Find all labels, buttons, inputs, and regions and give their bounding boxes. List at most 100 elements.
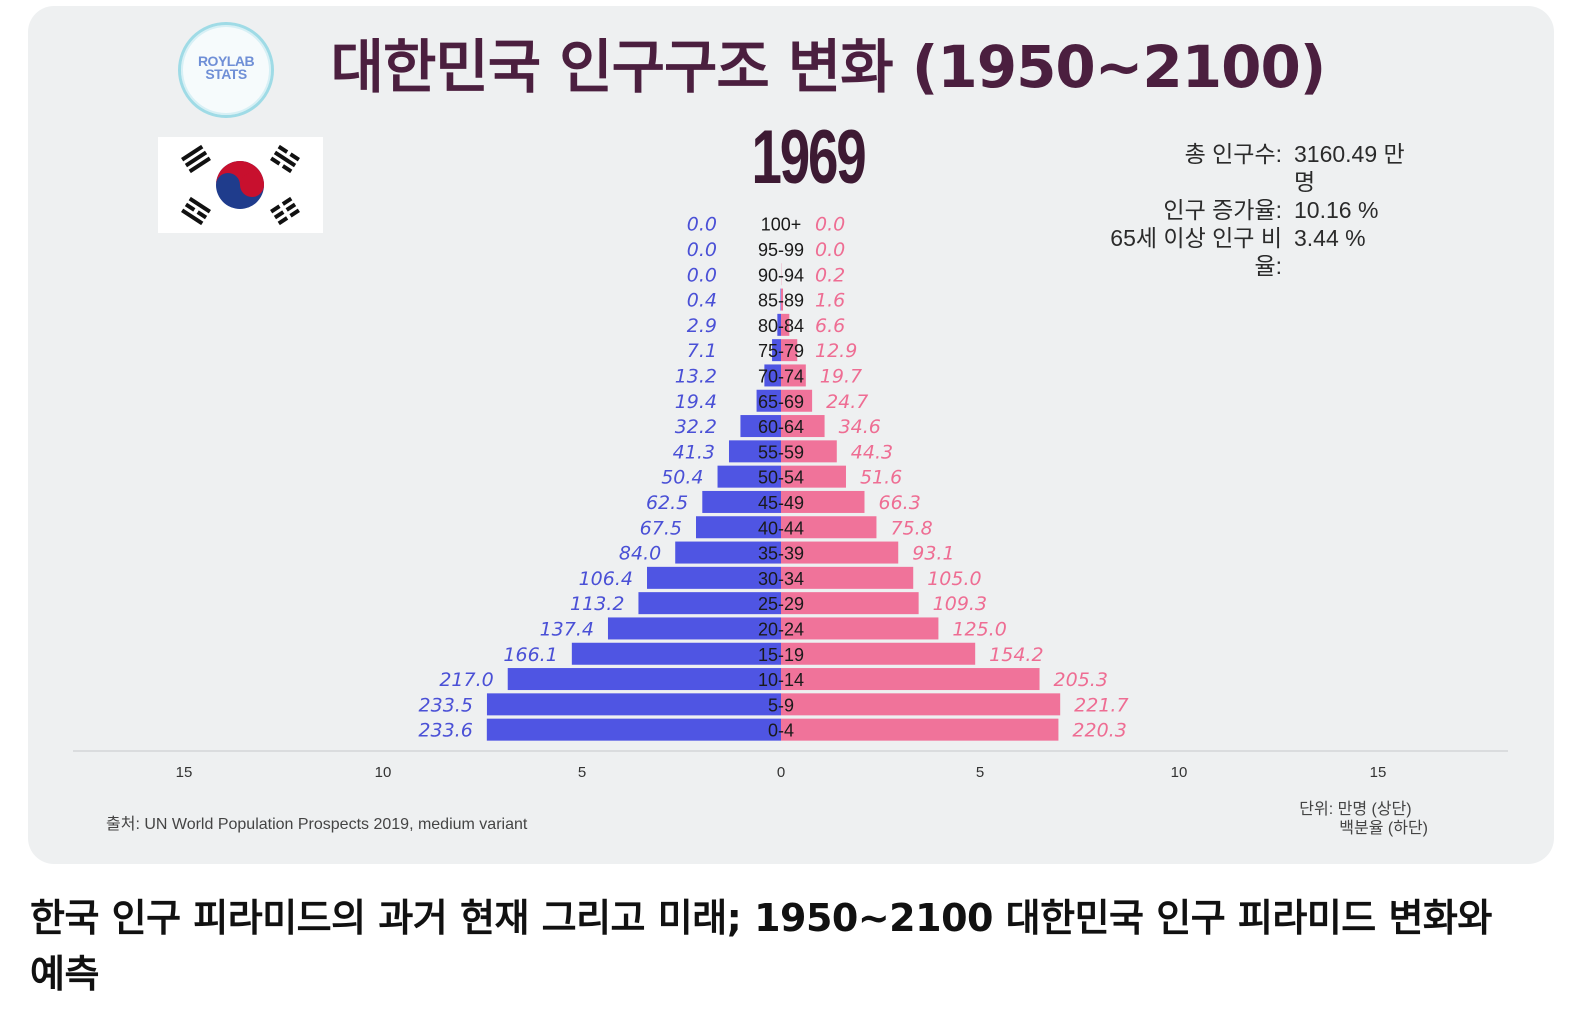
chart-title: 대한민국 인구구조 변화 (1950~2100): [330, 33, 1327, 101]
female-value-label: 154.2: [989, 644, 1043, 666]
age-group-label: 15-19: [758, 645, 804, 665]
x-tick-label: 15: [1370, 764, 1387, 781]
male-bar-15-19: [571, 642, 781, 665]
age-group-label: 20-24: [758, 619, 804, 639]
female-bar-65-69: [781, 389, 813, 412]
age-group-label: 50-54: [758, 468, 804, 488]
unit-line-2: 백분율 (하단): [1339, 820, 1428, 837]
x-tick-label: 15: [176, 764, 193, 781]
female-value-label: 34.6: [839, 416, 881, 438]
female-bar-60-64: [781, 415, 825, 438]
female-value-label: 0.0: [815, 239, 845, 261]
age-group-label: 100+: [761, 215, 802, 235]
female-value-label: 0.2: [815, 264, 845, 286]
male-value-label: 0.4: [687, 290, 717, 312]
male-bar-80-84: [777, 313, 781, 336]
male-value-label: 84.0: [619, 543, 661, 565]
male-value-label: 32.2: [675, 416, 717, 438]
female-value-label: 66.3: [878, 492, 920, 514]
female-value-label: 6.6: [815, 315, 845, 337]
female-bar-55-59: [781, 440, 837, 463]
unit-line-1: 단위: 만명 (상단): [1299, 801, 1412, 818]
logo-text: ROYLAB STATS: [197, 53, 255, 82]
male-value-label: 113.2: [570, 593, 624, 615]
female-value-label: 221.7: [1074, 694, 1128, 716]
male-bar-0-4: [486, 718, 781, 741]
roylab-stats-logo: ROYLAB STATS: [178, 22, 274, 118]
male-bar-70-74: [764, 364, 781, 387]
male-value-label: 0.0: [687, 264, 717, 286]
female-value-label: 105.0: [927, 568, 981, 590]
female-value-label: 51.6: [860, 467, 902, 489]
x-tick-label: 5: [976, 764, 984, 781]
male-bar-55-59: [728, 440, 781, 463]
age-group-label: 85-89: [758, 291, 804, 311]
female-value-label: 75.8: [890, 517, 932, 539]
male-value-label: 106.4: [579, 568, 633, 590]
age-group-label: 10-14: [758, 670, 804, 690]
female-value-label: 19.7: [820, 365, 862, 387]
stat-value: 3160.49 만명: [1294, 141, 1405, 195]
male-bar-25-29: [638, 592, 781, 615]
male-bar-45-49: [702, 490, 781, 513]
age-group-label: 95-99: [758, 240, 804, 260]
chart-card: ROYLAB STATS 대한민국 인구구조 변화 (1950~2100): [28, 6, 1554, 864]
female-bar-70-74: [781, 364, 806, 387]
x-tick-label: 10: [375, 764, 392, 781]
stat-growth-rate: 인구 증가율: 10.16 %: [1092, 196, 1424, 224]
male-value-label: 217.0: [439, 669, 493, 691]
male-value-label: 0.0: [687, 214, 717, 236]
female-bar-15-19: [781, 642, 976, 665]
male-bar-85-89: [780, 288, 781, 311]
female-value-label: 44.3: [851, 441, 893, 463]
male-value-label: 233.5: [419, 694, 473, 716]
stat-label: 총 인구수:: [1184, 141, 1282, 167]
female-bar-35-39: [781, 541, 899, 564]
male-value-label: 62.5: [646, 492, 688, 514]
age-group-label: 55-59: [758, 442, 804, 462]
female-bar-85-89: [781, 288, 784, 311]
x-tick-label: 5: [578, 764, 586, 781]
stat-value: 3.44 %: [1294, 225, 1366, 251]
x-tick-label: 10: [1171, 764, 1188, 781]
male-bar-5-9: [486, 693, 781, 716]
male-bar-65-69: [756, 389, 781, 412]
male-bar-40-44: [695, 516, 781, 539]
female-bar-50-54: [781, 465, 846, 488]
female-bar-5-9: [781, 693, 1061, 716]
stat-value: 10.16 %: [1294, 197, 1379, 223]
stat-total-population: 총 인구수: 3160.49 만명: [1092, 140, 1424, 196]
male-bar-20-24: [607, 617, 781, 640]
male-value-label: 13.2: [675, 365, 717, 387]
male-value-label: 67.5: [640, 517, 682, 539]
female-bar-40-44: [781, 516, 877, 539]
female-value-label: 93.1: [912, 543, 954, 565]
x-tick-label: 0: [777, 764, 785, 781]
female-value-label: 1.6: [815, 290, 845, 312]
female-value-label: 0.0: [815, 214, 845, 236]
age-group-label: 35-39: [758, 544, 804, 564]
age-group-label: 70-74: [758, 366, 804, 386]
female-value-label: 12.9: [815, 340, 857, 362]
male-bar-75-79: [772, 339, 781, 362]
female-value-label: 220.3: [1072, 720, 1126, 742]
female-bar-75-79: [781, 339, 798, 362]
age-group-label: 5-9: [768, 695, 794, 715]
stat-label: 65세 이상 인구 비율:: [1110, 225, 1282, 279]
stats-panel: 총 인구수: 3160.49 만명 인구 증가율: 10.16 % 65세 이상…: [1092, 140, 1424, 280]
male-bar-30-34: [647, 566, 781, 589]
female-bar-30-34: [781, 566, 914, 589]
age-group-label: 80-84: [758, 316, 804, 336]
unit-note: 단위: 만명 (상단) 백분율 (하단): [1299, 800, 1428, 838]
male-value-label: 0.0: [687, 239, 717, 261]
male-bar-10-14: [507, 668, 781, 691]
age-group-label: 75-79: [758, 341, 804, 361]
male-bar-60-64: [740, 415, 781, 438]
male-value-label: 2.9: [687, 315, 717, 337]
male-value-label: 19.4: [675, 391, 717, 413]
male-value-label: 137.4: [540, 618, 594, 640]
male-value-label: 41.3: [673, 441, 715, 463]
korea-flag-icon: [158, 137, 323, 233]
stat-elderly-ratio: 65세 이상 인구 비율: 3.44 %: [1092, 224, 1424, 280]
page-caption: 한국 인구 피라미드의 과거 현재 그리고 미래; 1950~2100 대한민국…: [30, 896, 1492, 996]
